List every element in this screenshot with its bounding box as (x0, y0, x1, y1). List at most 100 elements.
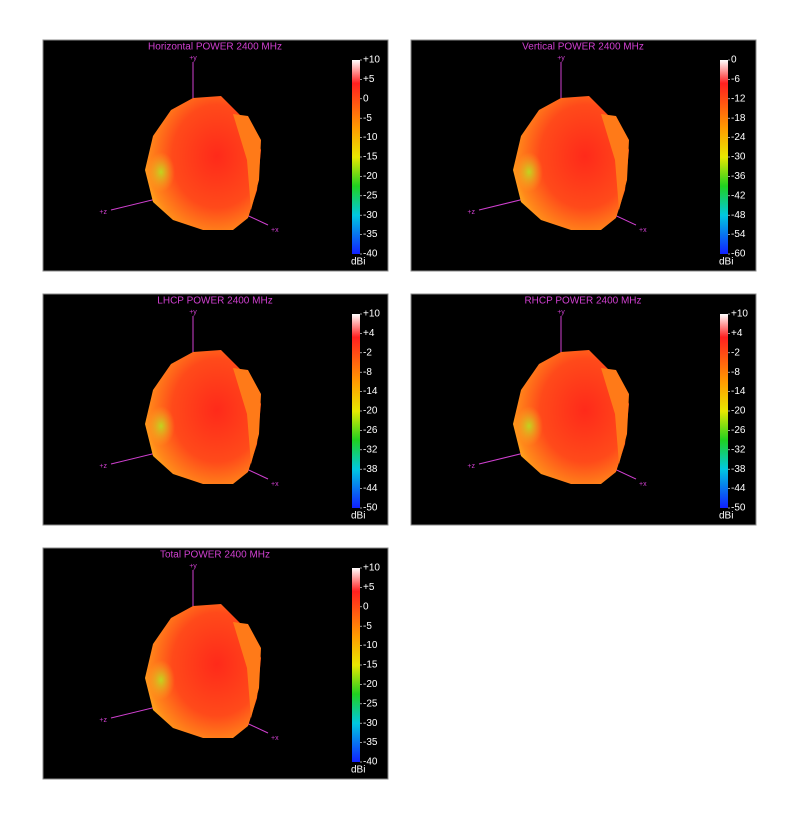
colorbar-tick-label: -40 (363, 757, 378, 768)
colorbar-unit: dBi (351, 765, 365, 776)
colorbar-tick-label: +4 (731, 328, 743, 339)
pattern-lobe (601, 114, 629, 210)
panel-title: Total POWER 2400 MHz (160, 550, 270, 561)
colorbar-tick-label: -25 (363, 698, 378, 709)
colorbar-tick-label: 0 (363, 601, 369, 612)
pattern-surface (145, 350, 261, 484)
axis-label: +y (557, 55, 565, 62)
colorbar-tick-label: -35 (363, 737, 378, 748)
colorbar-tick-label: -26 (731, 425, 746, 436)
colorbar-tick-label: -6 (731, 74, 740, 85)
axis-label: +y (189, 55, 197, 62)
colorbar-tick-label: 0 (363, 93, 369, 104)
colorbar-tick-label: -8 (731, 367, 740, 378)
colorbar (352, 60, 360, 254)
colorbar-tick-label: -36 (731, 171, 746, 182)
axis-label: +x (639, 227, 647, 234)
colorbar (720, 314, 728, 508)
axis-label: +x (271, 481, 279, 488)
axis-label: +y (557, 309, 565, 316)
colorbar-tick-label: -14 (731, 386, 746, 397)
colorbar-tick-label: -48 (731, 210, 746, 221)
pattern-surface (513, 350, 629, 484)
panel: Vertical POWER 2400 MHz +y +z +x 0 -6 -12 -18 -2… (410, 39, 757, 272)
pattern-lobe (601, 368, 629, 464)
pattern-surface (145, 604, 261, 738)
colorbar-tick-label: -32 (363, 444, 378, 455)
colorbar-tick-label: -54 (731, 229, 746, 240)
colorbar-tick-label: -20 (363, 171, 378, 182)
colorbar-unit: dBi (351, 511, 365, 522)
colorbar-tick-label: +10 (731, 309, 748, 320)
colorbar-tick-label: -44 (363, 483, 378, 494)
axis-label: +x (639, 481, 647, 488)
colorbar-tick-label: -14 (363, 386, 378, 397)
colorbar-tick-label: -15 (363, 152, 378, 163)
panel: RHCP POWER 2400 MHz +y +z +x +10 +4 -2 -8 -14 -20… (410, 293, 757, 526)
colorbar-tick-label: -15 (363, 660, 378, 671)
colorbar-unit: dBi (351, 257, 365, 268)
colorbar-tick-label: -2 (363, 347, 372, 358)
colorbar-tick-label: +4 (363, 328, 375, 339)
colorbar-tick-label: -20 (363, 406, 378, 417)
colorbar-tick-label: -5 (363, 621, 372, 632)
axis-label: +y (189, 563, 197, 570)
colorbar-tick-label: -8 (363, 367, 372, 378)
colorbar (352, 568, 360, 762)
panel-title: Vertical POWER 2400 MHz (522, 42, 644, 53)
panel-title: Horizontal POWER 2400 MHz (148, 42, 282, 53)
pattern-lobe (233, 114, 261, 210)
pattern-lobe (233, 368, 261, 464)
colorbar-tick-label: -30 (363, 210, 378, 221)
colorbar-tick-label: -10 (363, 640, 378, 651)
colorbar-tick-label: -30 (363, 718, 378, 729)
axis-label: +z (467, 463, 475, 470)
colorbar-tick-label: -38 (731, 464, 746, 475)
colorbar-tick-label: -12 (731, 93, 746, 104)
colorbar (720, 60, 728, 254)
axis-label: +y (189, 309, 197, 316)
colorbar-tick-label: +10 (363, 309, 380, 320)
colorbar-tick-label: +10 (363, 55, 380, 66)
colorbar-tick-label: -35 (363, 229, 378, 240)
colorbar-tick-label: +10 (363, 563, 380, 574)
colorbar-tick-label: -5 (363, 113, 372, 124)
pattern-highlight (515, 152, 543, 192)
pattern-highlight (147, 406, 175, 446)
pattern-highlight (147, 152, 175, 192)
pattern-lobe (233, 622, 261, 718)
pattern-surface (145, 96, 261, 230)
panel: Horizontal POWER 2400 MHz +y +z +x +10 +5 0 -5 -… (42, 39, 389, 272)
colorbar-tick-label: -24 (731, 132, 746, 143)
panel-title: LHCP POWER 2400 MHz (157, 296, 272, 307)
colorbar-tick-label: +5 (363, 582, 375, 593)
colorbar-tick-label: -20 (363, 679, 378, 690)
axis-label: +z (99, 717, 107, 724)
colorbar-tick-label: -42 (731, 190, 746, 201)
colorbar-tick-label: -38 (363, 464, 378, 475)
colorbar-tick-label: -50 (731, 503, 746, 514)
colorbar-tick-label: 0 (731, 55, 737, 66)
colorbar-tick-label: -20 (731, 406, 746, 417)
axis-label: +x (271, 735, 279, 742)
axis-label: +z (99, 463, 107, 470)
colorbar-tick-label: -60 (731, 249, 746, 260)
colorbar-unit: dBi (719, 257, 733, 268)
panel: LHCP POWER 2400 MHz +y +z +x +10 +4 -2 -8 -14 -20… (42, 293, 389, 526)
colorbar-tick-label: -44 (731, 483, 746, 494)
colorbar-tick-label: -30 (731, 152, 746, 163)
colorbar-tick-label: -10 (363, 132, 378, 143)
colorbar-unit: dBi (719, 511, 733, 522)
axis-label: +z (467, 209, 475, 216)
colorbar-tick-label: -2 (731, 347, 740, 358)
axis-label: +z (99, 209, 107, 216)
axis-label: +x (271, 227, 279, 234)
panel-title: RHCP POWER 2400 MHz (524, 296, 641, 307)
colorbar-tick-label: -40 (363, 249, 378, 260)
pattern-surface (513, 96, 629, 230)
colorbar-tick-label: -32 (731, 444, 746, 455)
colorbar-tick-label: +5 (363, 74, 375, 85)
colorbar-tick-label: -25 (363, 190, 378, 201)
